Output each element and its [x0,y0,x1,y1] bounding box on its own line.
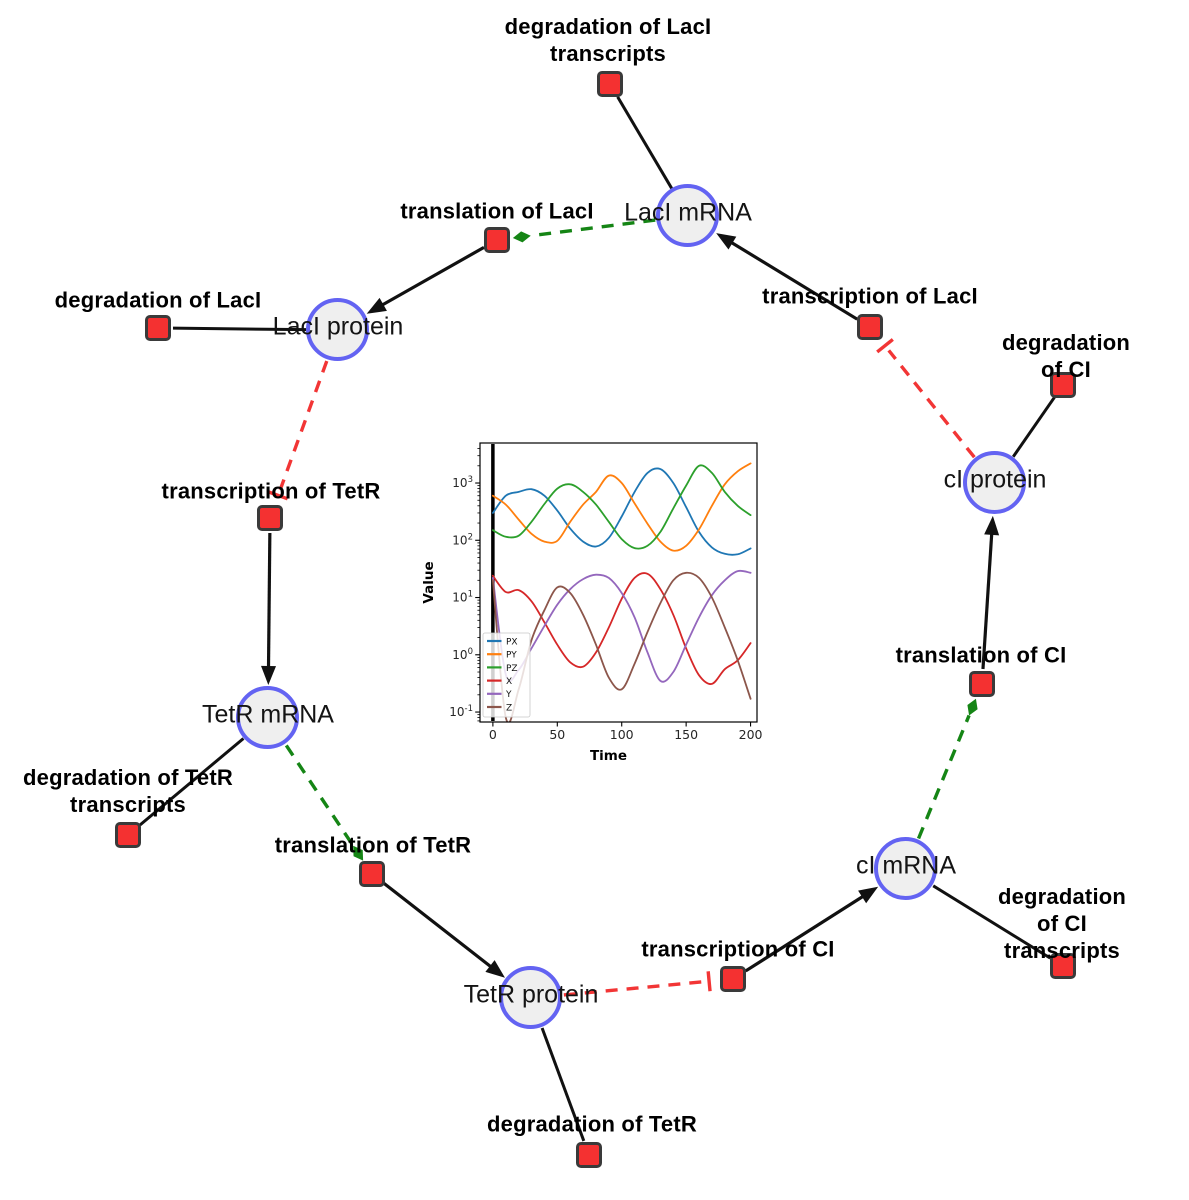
reaction-node-translation-laci [483,226,510,253]
species-node-ci-mrna [874,837,937,900]
reaction-node-transcription-tetr [256,504,283,531]
species-node-laci-mrna [656,184,719,247]
species-node-ci-protein [963,451,1026,514]
edge-tetr-mrna--degradation-tetr-transcripts [138,737,245,827]
legend-label-Y: Y [505,690,512,700]
edge-tetr-protein--degradation-tetr [540,1027,586,1142]
reaction-node-degradation-laci [144,314,171,341]
reaction-node-degradation-tetr [575,1141,602,1168]
edge-ci-mrna--translation-ci [916,698,978,840]
species-node-tetr-mrna [236,686,299,749]
legend: PX PY PZ XYZ [482,632,531,718]
x-tick-label: 0 [489,727,497,742]
edge-ci-mrna--degradation-ci-transcripts [932,884,1052,960]
reaction-node-transcription-laci [856,313,883,340]
series-PX [491,467,752,556]
edge-translation-tetr--tetr-protein [382,881,505,978]
reaction-node-transcription-ci [719,965,746,992]
edge-transcription-tetr--tetr-mrna [261,532,277,686]
reaction-node-translation-tetr [358,860,385,887]
legend-label-Z: Z [506,703,512,713]
reaction-node-degradation-ci [1049,371,1076,398]
time-series-chart: 0 50 100 150 20010-1100101102103TimeValuePXP… [421,442,763,764]
edge-laci-mrna--degradation-laci-transcripts [616,96,674,190]
reaction-node-degradation-tetr-transcripts [114,821,141,848]
x-tick-label: 200 [739,727,763,742]
edge-tetr-protein--transcription-ci [563,971,712,997]
x-tick-label: 50 [549,727,565,742]
species-node-tetr-protein [499,966,562,1029]
y-tick-label: 100 [452,647,473,662]
edge-transcription-laci--laci-mrna [716,233,859,321]
chart-frame [479,442,758,723]
edge-laci-protein--transcription-tetr [268,360,329,501]
edge-ci-protein--degradation-ci [1012,396,1056,458]
series-PY [491,462,752,552]
x-tick-label: 150 [674,727,698,742]
legend-label-X: X [506,677,512,687]
edge-tetr-mrna--translation-tetr [284,744,364,861]
x-tick-label: 100 [610,727,634,742]
reaction-node-degradation-laci-transcripts [596,70,623,97]
series-PZ [491,464,752,550]
y-tick-label: 102 [452,532,473,547]
y-axis-title: Value [421,561,437,603]
y-tick-label: 103 [452,475,473,490]
series-Y [491,569,752,683]
species-node-laci-protein [306,298,369,361]
legend-label-PX: PX [506,637,518,647]
edge-ci-protein--transcription-laci [876,338,976,459]
edge-transcription-ci--ci-mrna [744,886,879,973]
edge-translation-laci--laci-protein [366,245,485,314]
y-tick-label: 10-1 [449,704,473,719]
edge-translation-ci--ci-protein [981,515,1000,670]
reaction-node-translation-ci [968,670,995,697]
reaction-node-degradation-ci-transcripts [1049,952,1076,979]
x-axis-title: Time [590,748,627,764]
y-tick-label: 101 [452,590,473,605]
legend-label-PZ: PZ [506,664,518,674]
series-Z [491,571,752,722]
edge-laci-mrna--translation-laci [512,218,656,243]
edge-laci-protein--degradation-laci [172,326,307,332]
series-X [491,572,752,685]
legend-label-PY: PY [506,651,517,661]
